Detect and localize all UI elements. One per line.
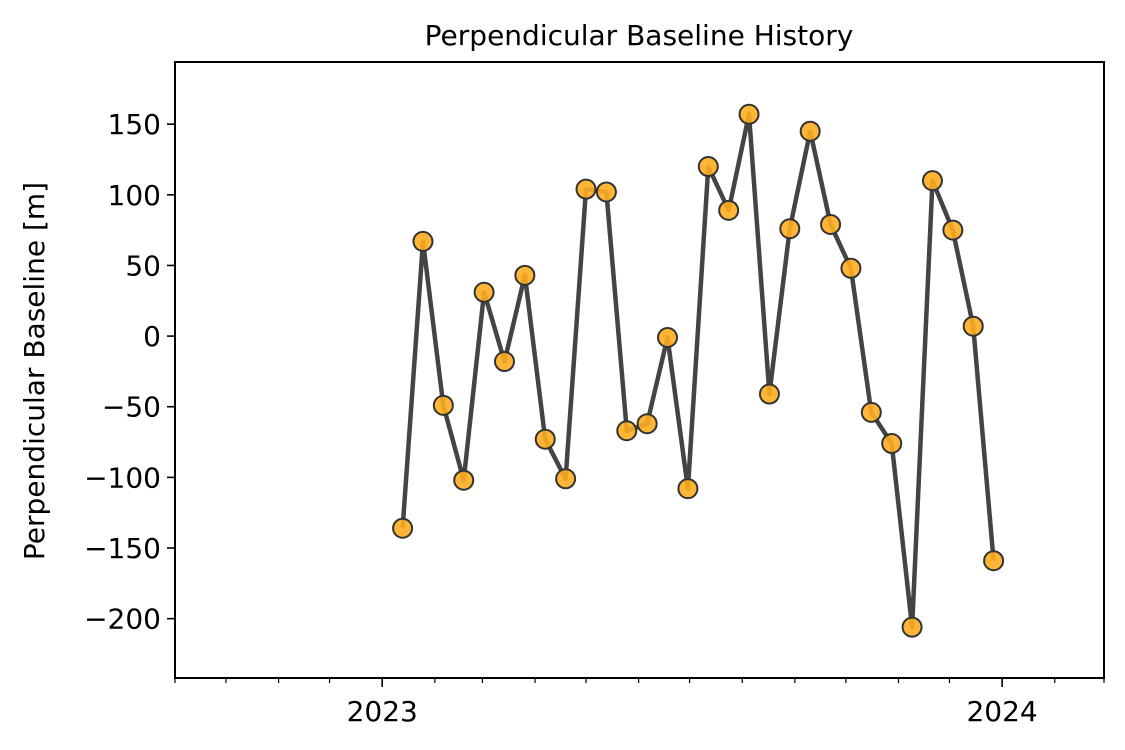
data-point — [453, 469, 475, 491]
y-tick-label: −200 — [84, 603, 161, 636]
chart-title: Perpendicular Baseline History — [425, 19, 854, 52]
y-tick-label: −100 — [84, 461, 161, 494]
data-point — [432, 394, 454, 416]
series-line — [400, 112, 996, 630]
data-point — [493, 351, 515, 373]
y-tick-label: 150 — [108, 108, 161, 141]
data-point — [473, 281, 495, 303]
y-tick-label: 0 — [143, 320, 161, 353]
data-point — [840, 257, 862, 279]
data-point — [738, 103, 760, 125]
y-tick-label: 100 — [108, 179, 161, 212]
y-axis-ticks: 150 100 50 0 −50 −100 −150 −200 — [84, 108, 175, 636]
data-point — [555, 468, 577, 490]
plot-frame — [174, 61, 1105, 679]
data-point — [616, 420, 638, 442]
data-point — [962, 315, 984, 337]
data-point — [779, 218, 801, 240]
data-point — [921, 170, 943, 192]
data-point — [901, 616, 923, 638]
data-point — [860, 401, 882, 423]
data-point — [697, 156, 719, 178]
data-point — [514, 264, 536, 286]
x-axis-ticks: 2023 2024 — [174, 678, 1105, 728]
data-point — [412, 230, 434, 252]
data-point — [942, 219, 964, 241]
data-point — [820, 213, 842, 235]
data-point — [534, 428, 556, 450]
data-point — [718, 199, 740, 221]
data-point — [881, 432, 903, 454]
y-tick-label: 50 — [125, 249, 161, 282]
data-point — [677, 478, 699, 500]
x-tick-label: 2023 — [347, 695, 418, 728]
y-tick-label: −50 — [102, 391, 161, 424]
series-layer — [392, 103, 1005, 638]
y-tick-label: −150 — [84, 532, 161, 565]
y-axis-label: Perpendicular Baseline [m] — [18, 182, 51, 560]
data-point — [595, 181, 617, 203]
x-tick-label: 2024 — [966, 695, 1037, 728]
data-point — [983, 550, 1005, 572]
data-point — [636, 413, 658, 435]
data-point — [575, 178, 597, 200]
data-point — [758, 383, 780, 405]
data-point — [799, 120, 821, 142]
data-point — [392, 517, 414, 539]
data-point — [657, 327, 679, 349]
